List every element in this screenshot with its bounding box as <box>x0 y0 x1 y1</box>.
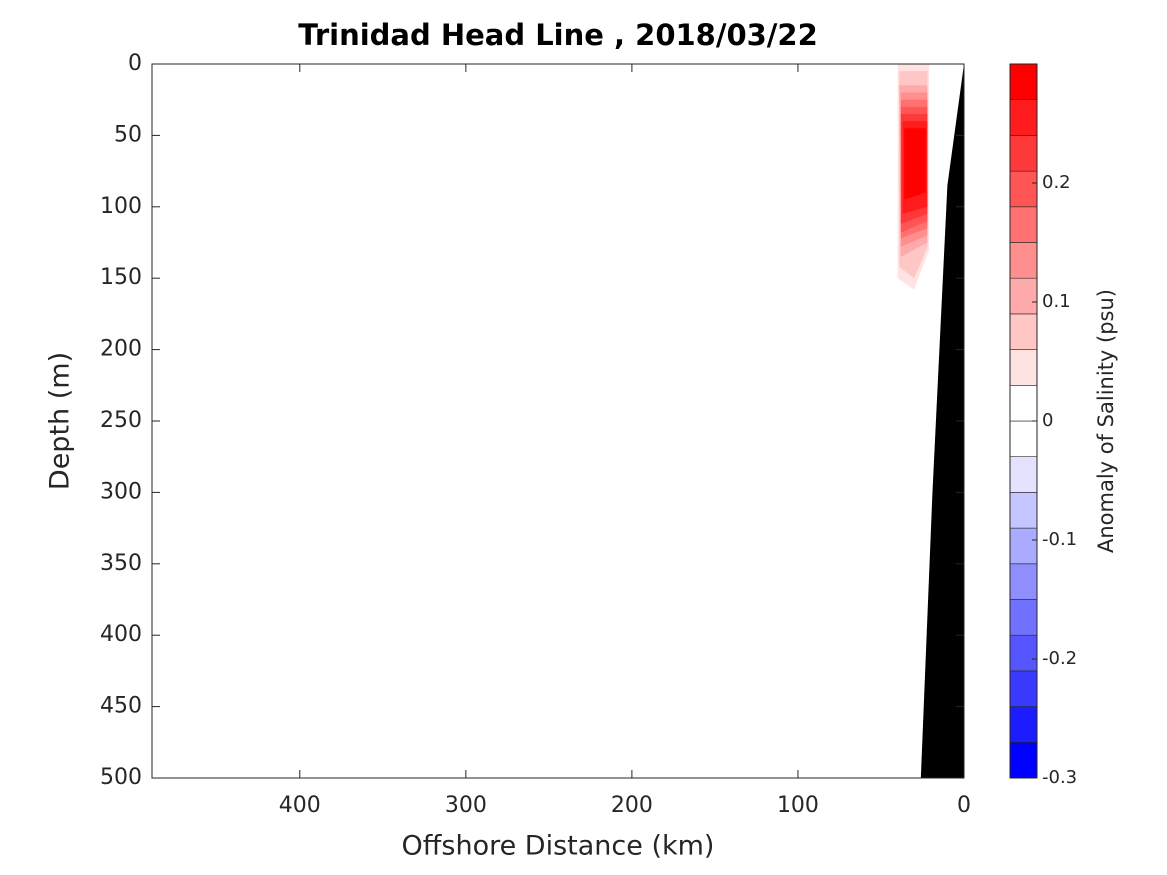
chart-title: Trinidad Head Line , 2018/03/22 <box>298 18 818 52</box>
colorbar-tick-label: -0.3 <box>1042 767 1077 788</box>
colorbar-band <box>1009 63 1038 101</box>
colorbar-band <box>1009 99 1038 136</box>
colorbar-band <box>1009 563 1038 600</box>
y-tick-label: 200 <box>100 337 142 362</box>
bathymetry <box>920 64 964 778</box>
colorbar-label: Anomaly of Salinity (psu) <box>1094 289 1118 553</box>
colorbar-tick-label: 0 <box>1042 410 1053 431</box>
colorbar-band <box>1009 599 1038 636</box>
colorbar-band <box>1009 634 1038 672</box>
y-tick-label: 100 <box>100 194 142 219</box>
colorbar-band <box>1009 492 1038 529</box>
y-tick-label: 50 <box>114 122 142 147</box>
colorbar-band <box>1009 170 1038 208</box>
x-tick-label: 100 <box>777 793 819 818</box>
y-tick-label: 250 <box>100 408 142 433</box>
colorbar-tick-label: 0.2 <box>1042 172 1071 193</box>
colorbar-band <box>1009 741 1038 779</box>
colorbar-band <box>1009 313 1038 350</box>
contour-band <box>904 128 926 200</box>
x-tick-label: 0 <box>957 793 971 818</box>
y-tick-label: 450 <box>100 694 142 719</box>
colorbar-band <box>1009 135 1038 172</box>
y-tick-label: 400 <box>100 622 142 647</box>
colorbar-band <box>1009 384 1038 422</box>
colorbar-band <box>1009 420 1038 458</box>
y-tick-label: 150 <box>100 265 142 290</box>
colorbar-band <box>1009 206 1038 243</box>
x-axis-label: Offshore Distance (km) <box>402 831 715 862</box>
colorbar-band <box>1009 349 1038 386</box>
colorbar-tick-label: -0.1 <box>1042 529 1077 550</box>
x-tick-label: 400 <box>279 793 321 818</box>
colorbar-tick-label: -0.2 <box>1042 648 1077 669</box>
plot-area <box>897 64 964 778</box>
y-tick-label: 300 <box>100 479 142 504</box>
colorbar-band <box>1009 456 1038 493</box>
x-tick-label: 300 <box>445 793 487 818</box>
colorbar-band <box>1009 277 1038 315</box>
colorbar-band <box>1009 242 1038 279</box>
y-tick-label: 350 <box>100 551 142 576</box>
y-axis-label: Depth (m) <box>45 352 76 490</box>
colorbar-band <box>1009 706 1038 743</box>
colorbar-band <box>1009 527 1038 565</box>
colorbar-band <box>1009 670 1038 707</box>
colorbar-tick-label: 0.1 <box>1042 291 1071 312</box>
x-tick-label: 200 <box>611 793 653 818</box>
y-tick-label: 0 <box>128 51 142 76</box>
y-tick-label: 500 <box>100 765 142 790</box>
